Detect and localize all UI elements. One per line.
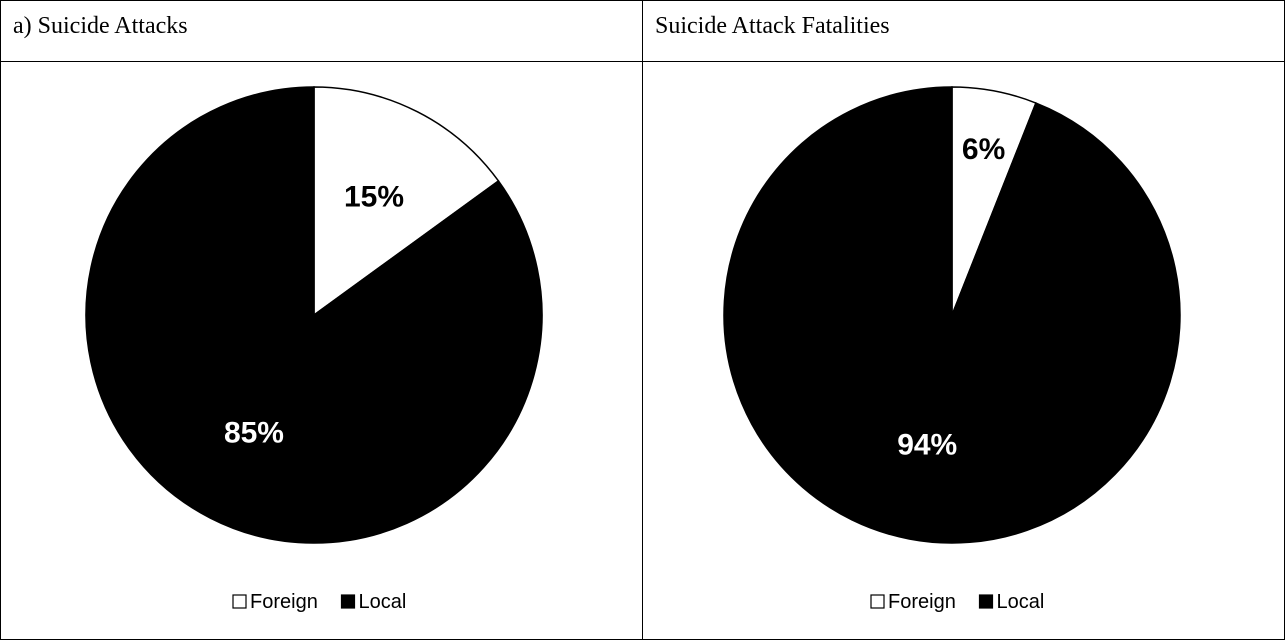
left-chart-cell: 15% 85% Foreign Local: [0, 61, 643, 640]
legend-label-foreign: Foreign: [888, 591, 956, 613]
chart-title-suicide-attack-fatalities: Suicide Attack Fatalities: [655, 13, 890, 39]
data-label-foreign: 15%: [344, 181, 404, 214]
pie-chart-suicide-attacks: 15% 85% Foreign Local: [85, 86, 543, 613]
data-label-local: 85%: [224, 417, 284, 450]
left-header-cell: a) Suicide Attacks: [0, 0, 643, 63]
data-label-local: 94%: [897, 429, 957, 462]
legend-swatch-local: [978, 594, 994, 609]
data-label-foreign: 6%: [962, 133, 1005, 166]
chart-title-suicide-attacks: a) Suicide Attacks: [13, 13, 188, 39]
legend: Foreign Local: [232, 591, 407, 613]
pie-chart-suicide-attack-fatalities: 6% 94% Foreign Local: [723, 86, 1181, 613]
legend-label-foreign: Foreign: [250, 591, 318, 613]
legend: Foreign Local: [870, 591, 1045, 613]
pie-slice-local: [85, 86, 543, 544]
legend-swatch-local: [340, 594, 356, 609]
right-chart-cell: 6% 94% Foreign Local: [642, 61, 1285, 640]
legend-label-local: Local: [997, 591, 1045, 613]
legend-swatch-foreign: [232, 594, 247, 609]
right-header-cell: Suicide Attack Fatalities: [642, 0, 1285, 63]
pie-slice-local: [723, 86, 1181, 544]
pie-slice-foreign: [313, 86, 500, 317]
legend-label-local: Local: [359, 591, 407, 613]
legend-swatch-foreign: [870, 594, 885, 609]
